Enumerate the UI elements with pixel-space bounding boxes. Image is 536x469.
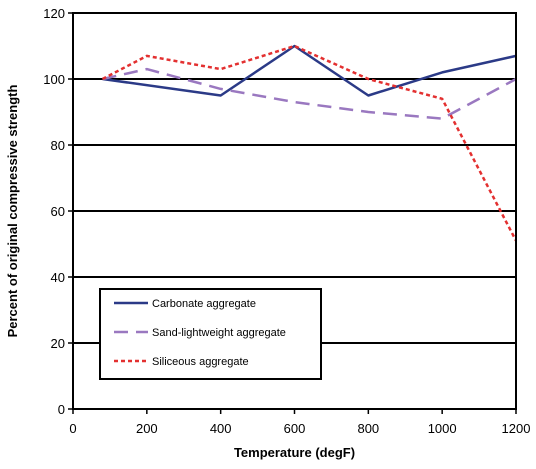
y-axis-title: Percent of original compressive strength bbox=[5, 85, 20, 338]
y-tick-label: 60 bbox=[51, 204, 65, 219]
x-tick-label: 1000 bbox=[428, 421, 457, 436]
x-tick-label: 0 bbox=[69, 421, 76, 436]
gridlines bbox=[73, 78, 516, 344]
x-tick-label: 200 bbox=[136, 421, 158, 436]
x-tick-label: 800 bbox=[357, 421, 379, 436]
y-tick-label: 80 bbox=[51, 138, 65, 153]
y-tick-label: 120 bbox=[43, 6, 65, 21]
x-tick-label: 400 bbox=[210, 421, 232, 436]
y-tick-label: 20 bbox=[51, 336, 65, 351]
y-tick-label: 0 bbox=[58, 402, 65, 417]
legend-label: Siliceous aggregate bbox=[152, 356, 249, 368]
series-line-2 bbox=[102, 67, 517, 120]
legend: Carbonate aggregate Sand-lightweight aggr… bbox=[99, 288, 322, 380]
legend-label: Sand-lightweight aggregate bbox=[152, 327, 286, 339]
series-line-1 bbox=[102, 44, 517, 97]
x-tick-label: 1200 bbox=[502, 421, 531, 436]
x-tick-label: 600 bbox=[284, 421, 306, 436]
axis-ticks: 0 200 400 600 800 1000 1200 0 20 40 60 80 100 120 bbox=[43, 6, 530, 436]
legend-label: Carbonate aggregate bbox=[152, 298, 256, 310]
y-tick-label: 40 bbox=[51, 270, 65, 285]
x-axis-title: Temperature (degF) bbox=[234, 445, 355, 460]
y-tick-label: 100 bbox=[43, 72, 65, 87]
